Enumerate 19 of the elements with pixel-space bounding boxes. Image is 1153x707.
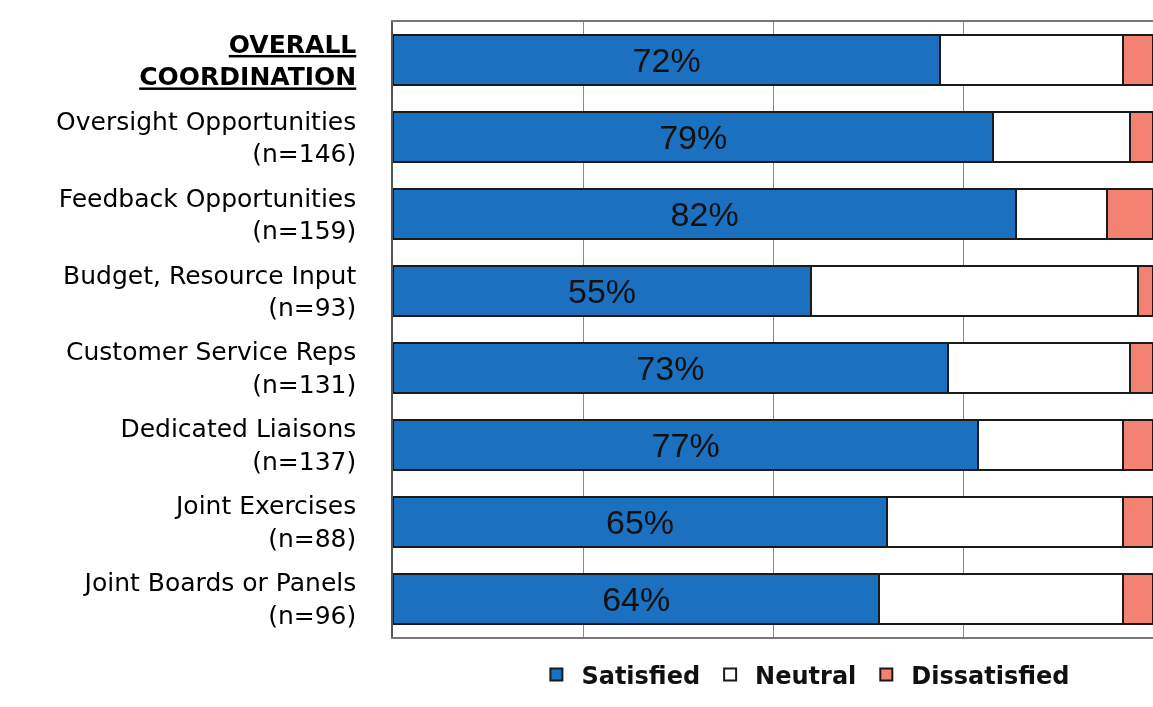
y-tick-label: Customer Service Reps (n=131) (66, 337, 357, 399)
data-label: 79% (659, 118, 728, 157)
data-label: 55% (567, 272, 637, 311)
y-tick-label: Joint Exercises (n=88) (173, 491, 357, 553)
data-label: 77% (651, 425, 720, 464)
legend-label: Dissatisfied (911, 661, 1070, 690)
y-tick-label: Oversight Opportunities (n=146) (56, 106, 357, 169)
data-label: 73% (636, 348, 705, 387)
legend-label: Satisfied (581, 661, 701, 690)
y-tick-label: Budget, Resource Input (n=93) (63, 260, 357, 323)
legend-label: Neutral (755, 661, 857, 690)
data-label: 65% (605, 502, 675, 541)
data-label: 72% (632, 41, 701, 80)
data-label: 82% (670, 195, 739, 234)
y-tick-label: Joint Boards or Panels (n=96) (82, 568, 357, 630)
y-tick-label: Dedicated Liaisons (n=137) (120, 414, 357, 476)
data-label: 64% (602, 579, 671, 618)
y-tick-label: OVERALL COORDINATION (139, 29, 357, 92)
y-tick-label: Feedback Opportunities (n=159) (58, 183, 357, 246)
